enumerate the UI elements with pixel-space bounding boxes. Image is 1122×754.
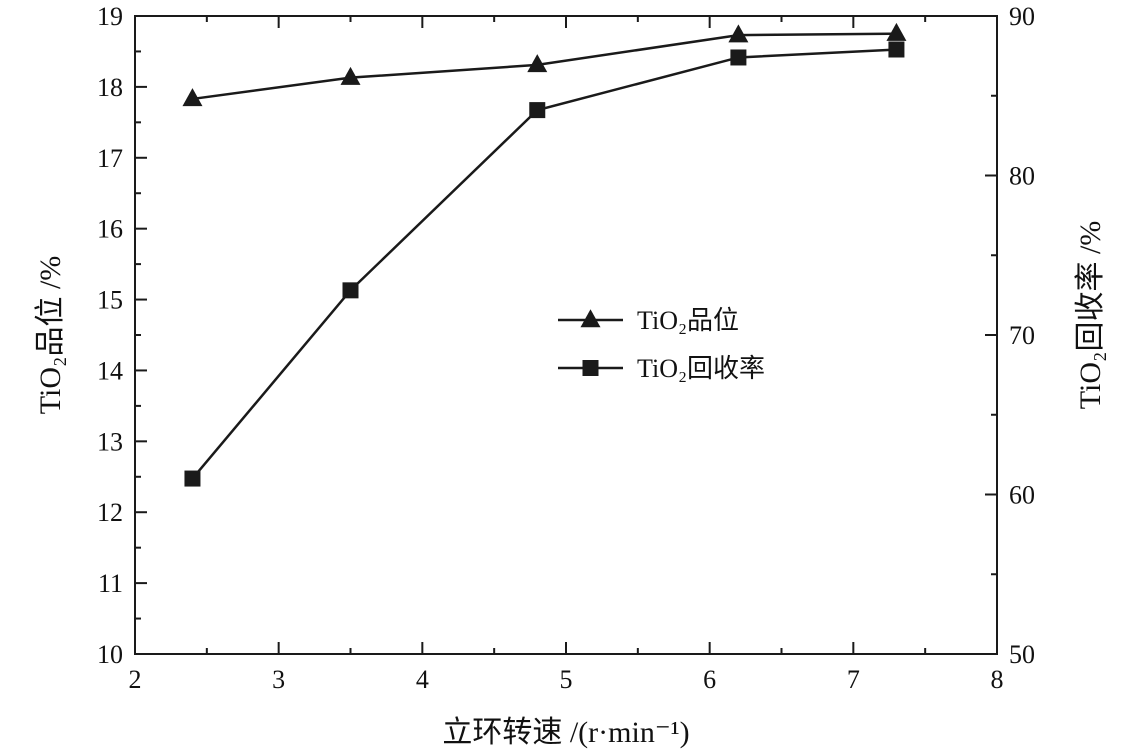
- data-point-triangle: [886, 22, 907, 41]
- ticks: 2 3 4 5 6 7 8 10 11 12 13 14 15 16 17 18 19 50 60 70 80 90: [97, 2, 1035, 694]
- legend-marker-triangle: [580, 309, 601, 328]
- x-tick-label: 6: [703, 665, 716, 694]
- y-left-tick-label: 19: [97, 2, 123, 31]
- y-left-tick-label: 18: [97, 73, 123, 102]
- y-axis-left-title: TiO₂品位 /%: [34, 256, 67, 415]
- data-point-triangle: [728, 24, 749, 43]
- y-left-tick-label: 12: [97, 498, 123, 527]
- legend: TiO₂品位 TiO₂回收率: [558, 306, 765, 383]
- y-left-tick-label: 15: [97, 286, 123, 315]
- x-tick-label: 4: [416, 665, 429, 694]
- plot-frame: [134, 15, 998, 655]
- data-point-square: [529, 102, 546, 119]
- x-axis-title: 立环转速 /(r·min⁻¹): [442, 716, 689, 749]
- y-right-tick-label: 80: [1009, 162, 1035, 191]
- axes: [134, 15, 998, 655]
- y-axis-right-title: TiO₂回收率 /%: [1074, 221, 1107, 410]
- legend-label: TiO₂回收率: [637, 354, 765, 383]
- series-line-0: [192, 32, 897, 101]
- y-right-tick-label: 60: [1009, 481, 1035, 510]
- data-point-square: [730, 49, 747, 66]
- data-point-square: [184, 470, 201, 487]
- data-point-square: [342, 282, 359, 299]
- y-right-tick-label: 70: [1009, 321, 1035, 350]
- y-left-tick-label: 16: [97, 215, 123, 244]
- y-left-tick-label: 13: [97, 427, 123, 456]
- data-point-triangle: [182, 88, 203, 107]
- y-right-tick-label: 90: [1009, 2, 1035, 31]
- legend-marker-square: [582, 360, 599, 376]
- y-left-tick-label: 14: [97, 356, 123, 385]
- x-tick-label: 8: [991, 665, 1004, 694]
- legend-label: TiO₂品位: [637, 306, 739, 335]
- y-right-tick-label: 50: [1009, 640, 1035, 669]
- x-tick-label: 5: [560, 665, 573, 694]
- x-tick-label: 3: [272, 665, 285, 694]
- y-left-tick-label: 10: [97, 640, 123, 669]
- x-tick-label: 7: [847, 665, 860, 694]
- x-tick-label: 2: [129, 665, 142, 694]
- data-point-triangle: [340, 66, 361, 85]
- data-point-triangle: [527, 54, 548, 73]
- y-left-tick-label: 11: [98, 569, 123, 598]
- data-point-square: [888, 41, 905, 58]
- y-left-tick-label: 17: [97, 144, 123, 173]
- series: [182, 22, 907, 487]
